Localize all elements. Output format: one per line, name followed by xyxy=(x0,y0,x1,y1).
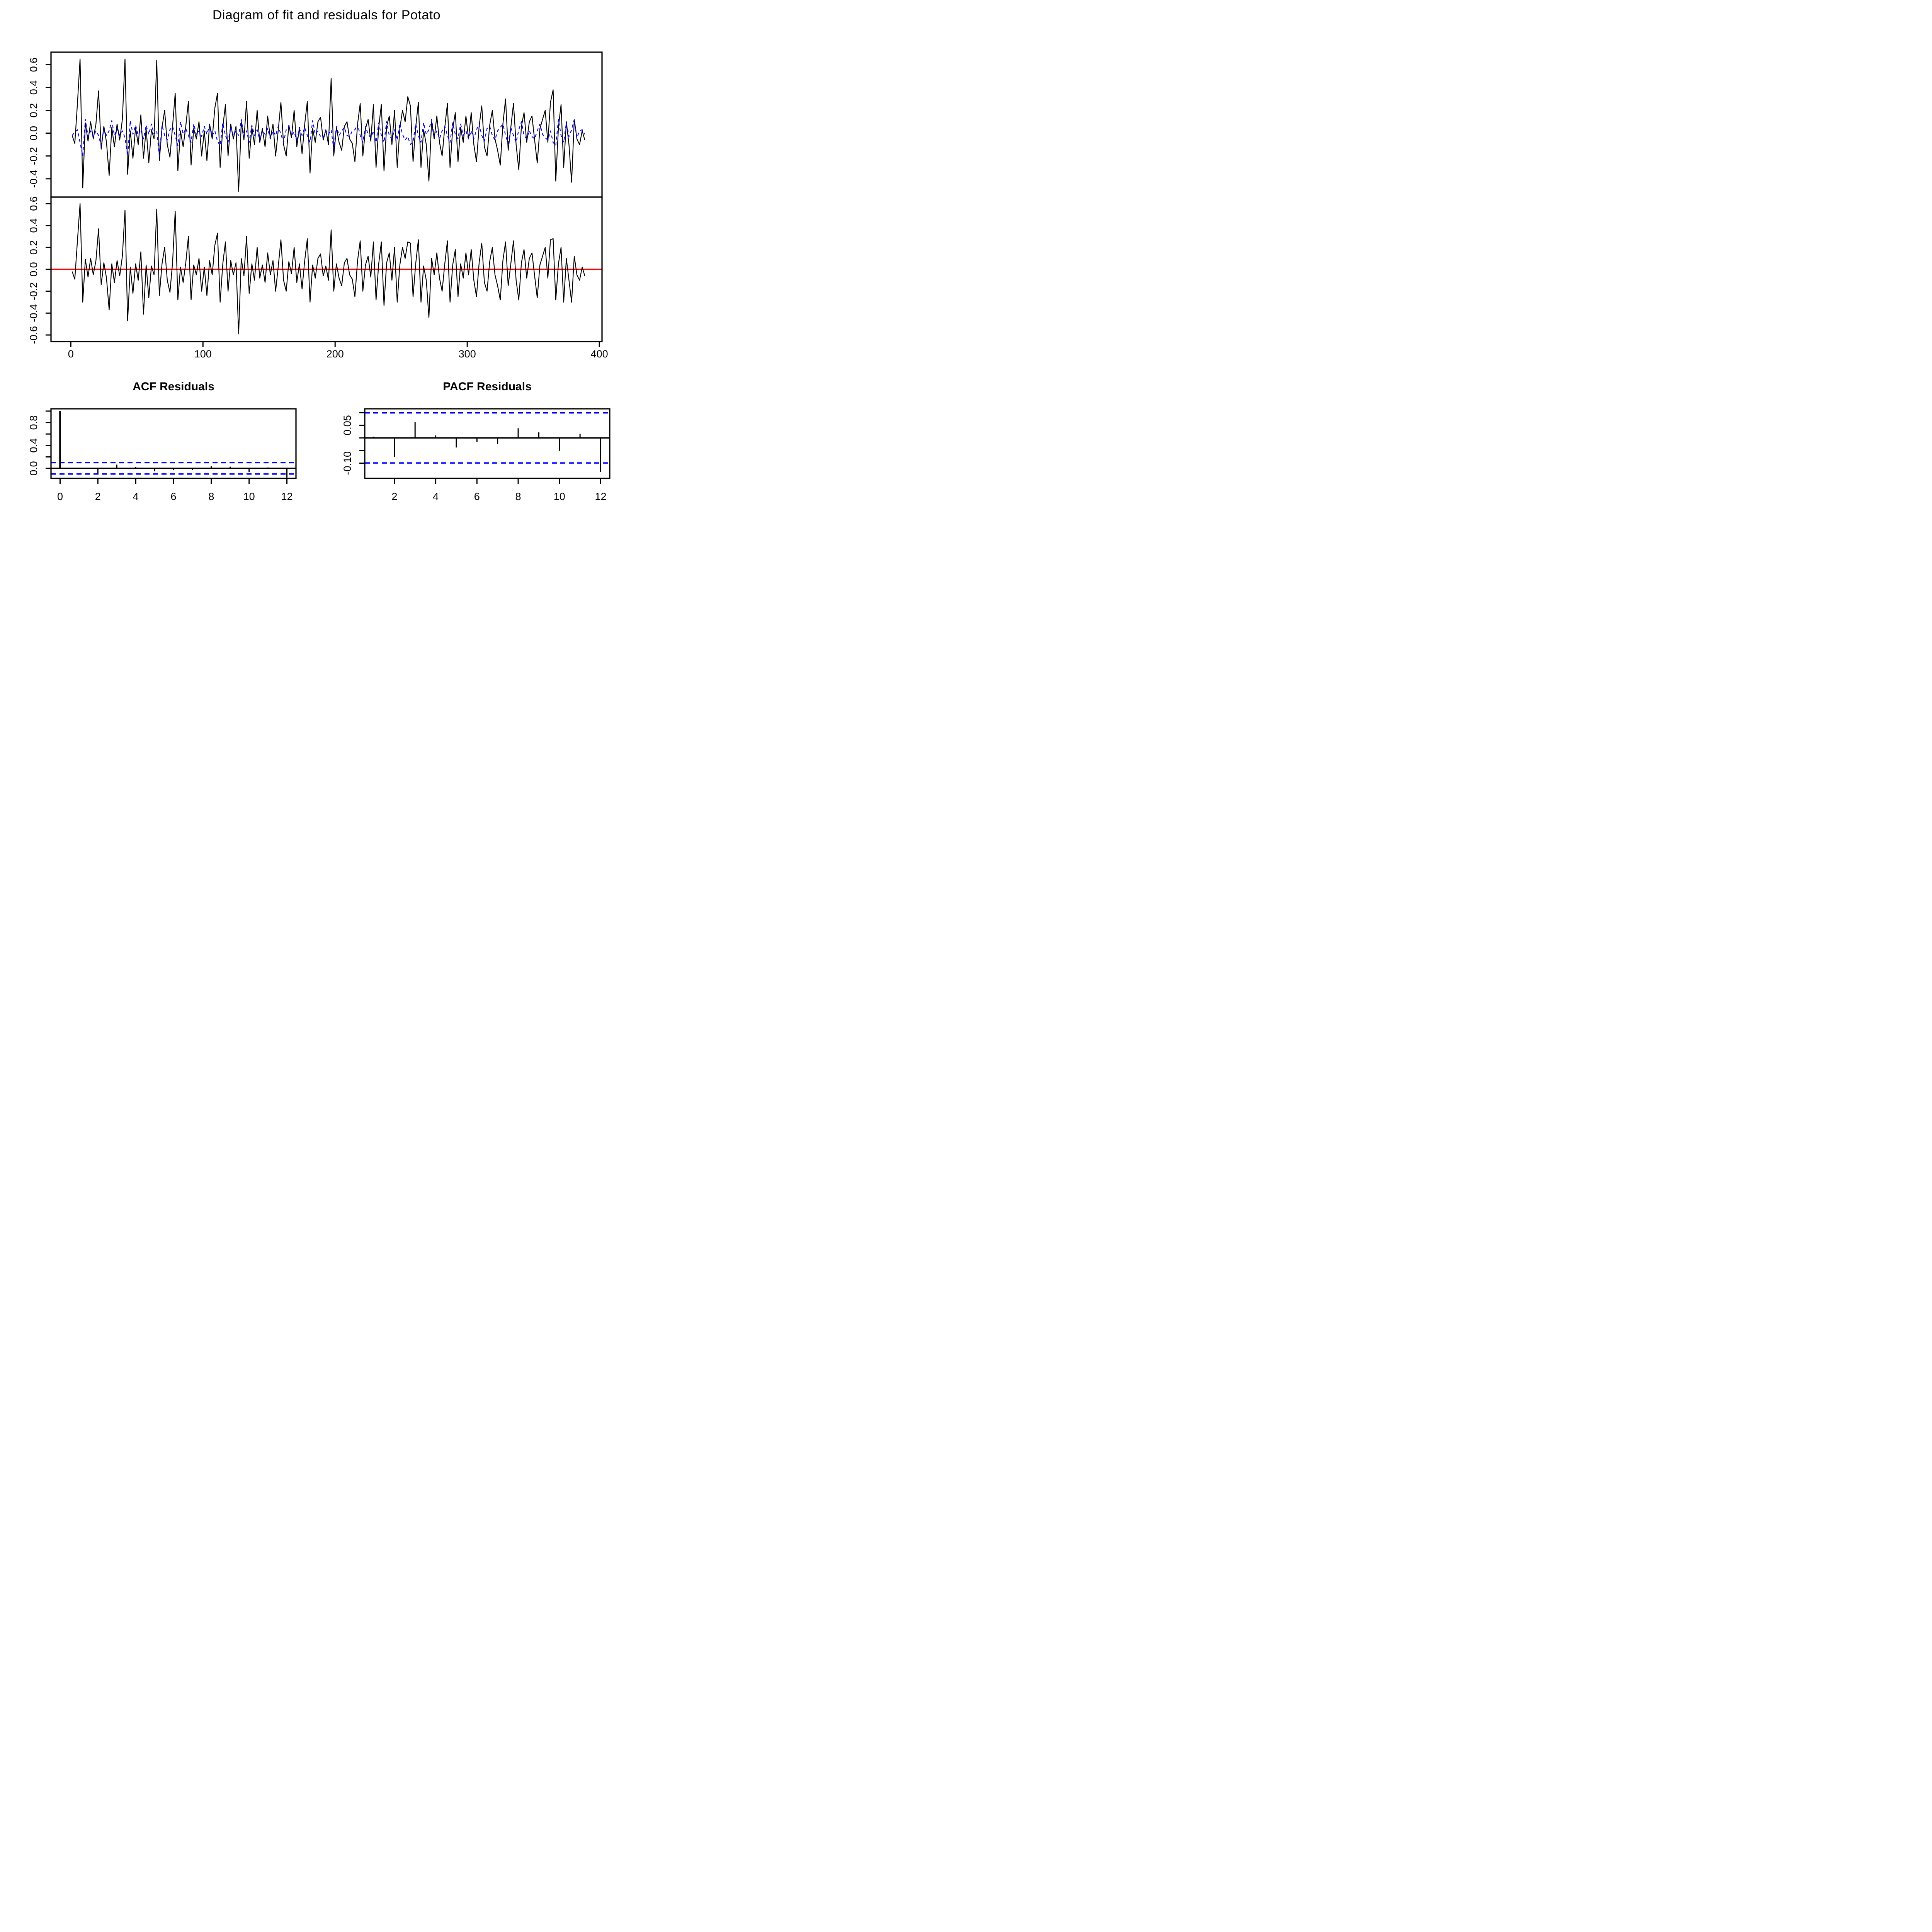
series-actual xyxy=(71,58,585,192)
resid-panel: 0.6 0.4 0.2 0.0 -0.2 -0.4 -0.6 0 100 200 300 400 xyxy=(28,196,608,360)
y-tick-label: 0.8 xyxy=(28,415,39,430)
x-tick-label: 4 xyxy=(133,491,139,502)
series-fitted xyxy=(71,119,585,156)
x-tick-label: 12 xyxy=(281,491,293,502)
pacf-border xyxy=(364,408,611,479)
y-tick-label: 0.2 xyxy=(28,240,39,255)
x-tick-label: 100 xyxy=(194,348,212,360)
x-tick-label: 10 xyxy=(554,491,565,502)
y-tick-label: -0.4 xyxy=(28,170,39,188)
series-residuals xyxy=(71,203,585,335)
x-tick-label: 8 xyxy=(515,491,521,502)
x-tick-label: 2 xyxy=(95,491,101,502)
y-tick-label: 0.2 xyxy=(28,103,39,118)
y-tick-label: -0.4 xyxy=(28,304,39,322)
figure: Diagram of fit and residuals for Potato … xyxy=(0,0,618,541)
y-tick-label: -0.2 xyxy=(28,282,39,300)
x-tick-label: 400 xyxy=(591,348,608,360)
acf-panel: 0.8 0.4 0.0 0 2 4 6 8 10 12 xyxy=(28,408,297,502)
figure-title: Diagram of fit and residuals for Potato xyxy=(212,8,441,22)
y-tick-label: 0.4 xyxy=(28,218,39,233)
x-tick-label: 0 xyxy=(57,491,63,502)
fit-border xyxy=(50,51,603,198)
x-tick-label: 2 xyxy=(391,491,397,502)
y-tick-label: 0.6 xyxy=(28,196,39,211)
y-tick-label: 0.05 xyxy=(342,415,353,435)
x-tick-label: 12 xyxy=(595,491,606,502)
fit-panel: 0.6 0.4 0.2 0.0 -0.2 -0.4 xyxy=(28,51,603,198)
y-tick-label: 0.4 xyxy=(28,438,39,453)
x-tick-label: 300 xyxy=(459,348,476,360)
pacf-title: PACF Residuals xyxy=(443,380,532,393)
y-tick-label: -0.10 xyxy=(342,451,353,475)
x-tick-label: 4 xyxy=(433,491,439,502)
y-tick-label: 0.0 xyxy=(28,262,39,277)
y-tick-label: 0.6 xyxy=(28,58,39,72)
x-tick-label: 8 xyxy=(208,491,214,502)
acf-title: ACF Residuals xyxy=(133,380,214,393)
pacf-panel: 0.05 -0.10 2 4 6 8 10 12 xyxy=(342,408,611,502)
x-tick-label: 10 xyxy=(243,491,255,502)
y-tick-label: 0.0 xyxy=(28,126,39,141)
x-tick-label: 6 xyxy=(474,491,480,502)
plot-canvas: 0.6 0.4 0.2 0.0 -0.2 -0.4 0.6 0.4 0.2 0.0 -0.2 -0.4… xyxy=(28,51,611,502)
y-tick-label: 0.4 xyxy=(28,80,39,95)
x-tick-label: 200 xyxy=(327,348,344,360)
y-tick-label: -0.2 xyxy=(28,147,39,165)
y-tick-label: -0.6 xyxy=(28,326,39,344)
y-tick-label: 0.0 xyxy=(28,461,39,476)
x-tick-label: 6 xyxy=(170,491,176,502)
x-tick-label: 0 xyxy=(68,348,74,360)
